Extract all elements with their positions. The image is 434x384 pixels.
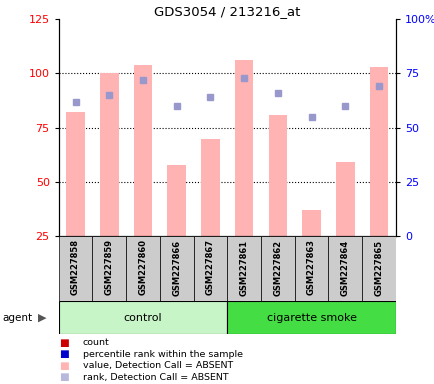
Text: agent: agent [2, 313, 32, 323]
Text: ▶: ▶ [38, 313, 46, 323]
Text: percentile rank within the sample: percentile rank within the sample [82, 349, 242, 359]
Bar [362, 236, 395, 301]
Text: GSM227858: GSM227858 [71, 240, 80, 296]
Bar [369, 67, 388, 236]
Text: GSM227859: GSM227859 [105, 240, 114, 296]
Text: GSM227865: GSM227865 [374, 240, 383, 296]
Bar [260, 236, 294, 301]
Bar [160, 236, 193, 301]
Bar [133, 65, 152, 236]
Text: ■: ■ [59, 349, 68, 359]
Bar [227, 301, 395, 334]
Text: rank, Detection Call = ABSENT: rank, Detection Call = ABSENT [82, 372, 228, 382]
Bar [268, 115, 286, 236]
Text: cigarette smoke: cigarette smoke [266, 313, 356, 323]
Bar [201, 139, 219, 236]
Bar [328, 236, 362, 301]
Bar [59, 301, 227, 334]
Text: GSM227866: GSM227866 [172, 240, 181, 296]
Bar [294, 236, 328, 301]
Text: GSM227861: GSM227861 [239, 240, 248, 296]
Text: ■: ■ [59, 361, 68, 371]
Text: ■: ■ [59, 372, 68, 382]
Text: control: control [123, 313, 162, 323]
Bar [302, 210, 320, 236]
Bar [234, 60, 253, 236]
Text: GSM227863: GSM227863 [306, 240, 316, 296]
Bar [59, 236, 92, 301]
Bar [193, 236, 227, 301]
Bar [92, 236, 126, 301]
Text: GSM227862: GSM227862 [273, 240, 282, 296]
Bar [100, 73, 118, 236]
Bar [167, 165, 186, 236]
Text: count: count [82, 338, 109, 347]
Text: GSM227860: GSM227860 [138, 240, 147, 296]
Bar [126, 236, 160, 301]
Bar [66, 113, 85, 236]
Text: GSM227864: GSM227864 [340, 240, 349, 296]
Text: GSM227867: GSM227867 [205, 240, 214, 296]
Text: ■: ■ [59, 338, 68, 348]
Bar [335, 162, 354, 236]
Bar [227, 236, 260, 301]
Title: GDS3054 / 213216_at: GDS3054 / 213216_at [154, 5, 300, 18]
Text: value, Detection Call = ABSENT: value, Detection Call = ABSENT [82, 361, 232, 370]
